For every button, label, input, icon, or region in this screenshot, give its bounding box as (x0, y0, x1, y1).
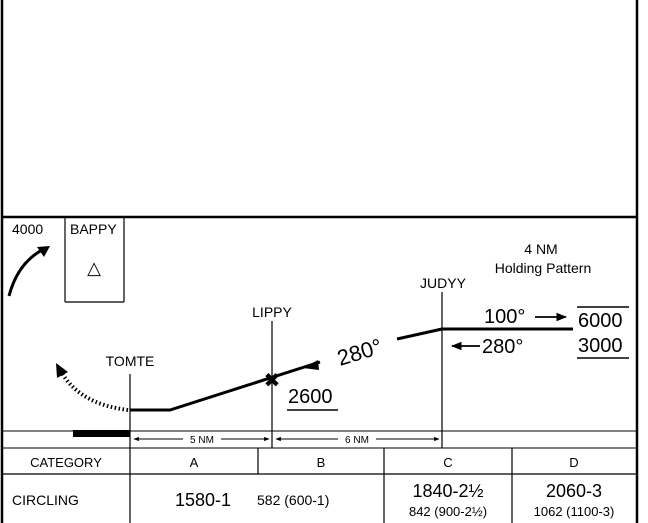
circling-ab-sub: 582 (600-1) (257, 492, 329, 508)
missed-approach-box: 4000 BAPPY △ (7, 217, 125, 303)
holding-outbound-course: 100° (484, 306, 525, 328)
circling-c-main: 1840-2½ (412, 481, 483, 501)
holding-max-altitude: 6000 (578, 310, 623, 332)
final-course-label: 280° (334, 334, 385, 371)
circling-d-main: 2060-3 (546, 481, 602, 501)
fix-label-tomte: TOMTE (106, 353, 155, 369)
holding-min-altitude: 3000 (578, 335, 623, 357)
missed-approach-fix-name: BAPPY (70, 221, 117, 237)
holding-inbound-course: 280° (482, 336, 523, 358)
minimums-table: CATEGORY A B C D CIRCLING 1580-1 582 (60… (2, 448, 637, 523)
fix-label-judyy: JUDYY (420, 275, 467, 291)
missed-approach-altitude: 4000 (12, 221, 43, 237)
category-d: D (569, 455, 578, 470)
climb-arrow-icon (37, 246, 50, 257)
category-header: CATEGORY (30, 455, 102, 470)
lippy-altitude: 2600 (288, 386, 333, 408)
runway-bar (73, 430, 130, 437)
fix-label-lippy: LIPPY (252, 304, 292, 320)
descent-path-upper (396, 327, 443, 341)
category-b: B (317, 455, 326, 470)
distance-lippy-judyy: 6 NM (345, 435, 369, 446)
final-course-arrow-icon (303, 360, 319, 370)
circling-d-sub: 1062 (1100-3) (534, 504, 615, 519)
circling-ab-main: 1580-1 (175, 490, 231, 510)
circling-c-sub: 842 (900-2½) (409, 504, 487, 519)
holding-note-label: Holding Pattern (495, 260, 592, 276)
missed-approach-arrow-icon (56, 363, 68, 378)
climb-arrow-line (7, 247, 45, 297)
waypoint-triangle-icon: △ (87, 258, 101, 278)
category-a: A (190, 455, 199, 470)
missed-approach-path (60, 371, 129, 412)
distance-tomte-lippy: 5 NM (190, 435, 214, 446)
descent-path-lower (130, 360, 321, 412)
holding-note-distance: 4 NM (524, 241, 557, 257)
circling-label: CIRCLING (12, 492, 79, 508)
stepdown-fix-icon: ✖ (264, 370, 281, 392)
category-c: C (443, 455, 452, 470)
